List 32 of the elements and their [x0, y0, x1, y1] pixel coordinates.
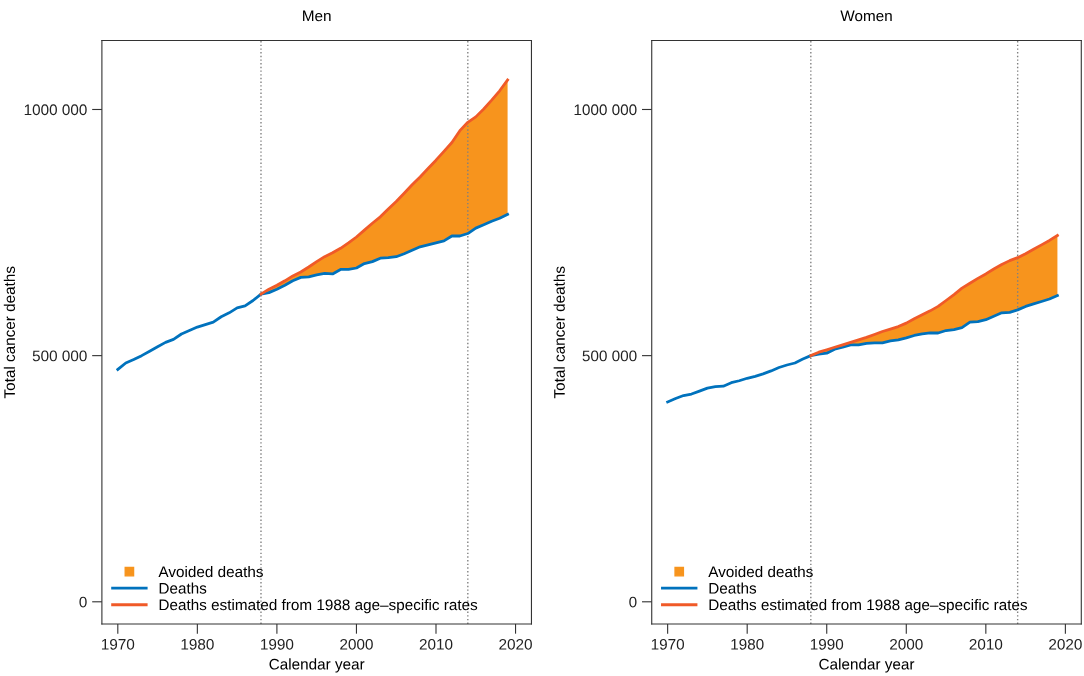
y-tick-label: 500 000	[582, 350, 637, 362]
x-tick-label: 1980	[181, 638, 214, 650]
x-axis-title: Calendar year	[269, 658, 365, 673]
annotation: Avoided deaths	[158, 565, 263, 578]
x-tick-label: 1990	[261, 638, 294, 650]
y-tick-label: 1000 000	[574, 104, 637, 116]
x-axis-title: Calendar year	[819, 658, 915, 673]
x-tick-label: 2010	[969, 638, 1003, 650]
y-axis-title: Total cancer deaths	[553, 266, 565, 399]
line-series	[116, 212, 509, 371]
x-tick-label: 2010	[419, 638, 453, 650]
y-tick-label: 0	[629, 596, 637, 608]
x-tick-label: 1970	[651, 638, 685, 650]
x-tick-label: 1990	[810, 638, 844, 650]
x-tick-label: 2000	[890, 638, 923, 650]
x-tick-label: 1980	[731, 638, 764, 650]
y-tick-label: 1000 000	[24, 104, 87, 116]
legend-label: Deaths estimated from 1988 age–specific rates	[709, 599, 1028, 614]
y-tick-label: 500 000	[32, 350, 87, 362]
x-tick-label: 2000	[340, 638, 373, 650]
legend-label: Deaths	[709, 582, 757, 594]
y-axis-title: Total cancer deaths	[3, 266, 16, 399]
y-tick-label: 0	[79, 596, 87, 608]
line-series	[666, 294, 1059, 404]
x-tick-label: 2020	[499, 638, 532, 650]
chart-title: Men	[303, 10, 331, 22]
annotation: Avoided deaths	[708, 565, 813, 578]
chart-title: Women	[840, 10, 892, 22]
x-tick-label: 2020	[1049, 638, 1082, 650]
legend-label: Deaths estimated from 1988 age–specific rates	[159, 599, 478, 614]
legend-label: Deaths	[159, 582, 207, 594]
x-tick-label: 1970	[101, 638, 135, 650]
